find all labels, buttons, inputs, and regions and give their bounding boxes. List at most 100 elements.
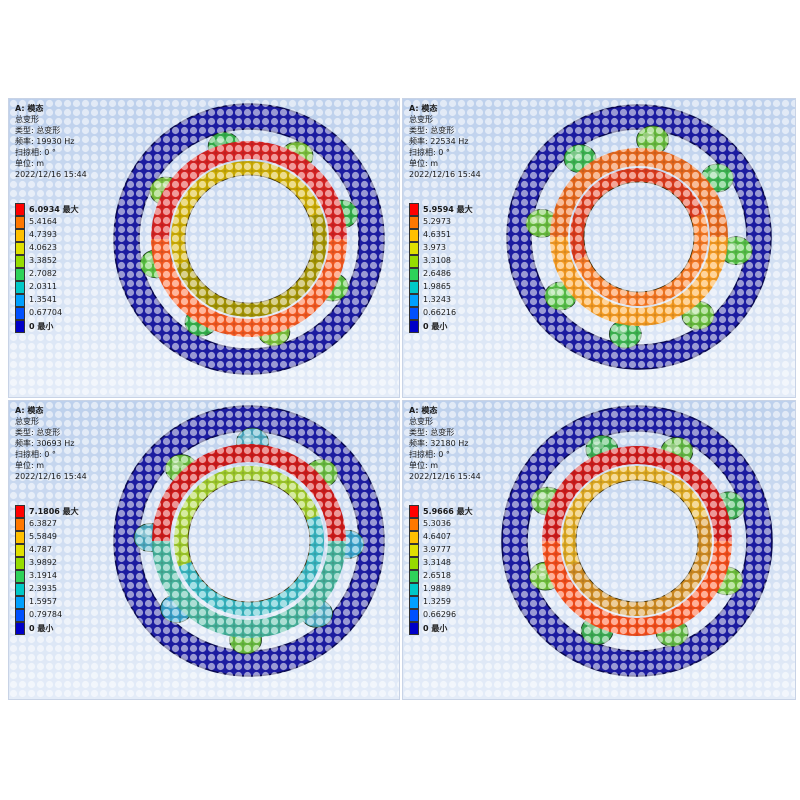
legend-value: 2.7082: [29, 269, 57, 278]
legend-swatch: [15, 268, 25, 281]
legend-value: 2.6486: [423, 269, 451, 278]
legend-swatch: [15, 544, 25, 557]
legend-swatch: [15, 596, 25, 609]
info-line: 总变形: [409, 115, 433, 124]
legend-swatch: [15, 622, 25, 635]
legend-swatch: [15, 216, 25, 229]
info-line: 扫掠相: 0 °: [409, 450, 450, 459]
info-line: 类型: 总变形: [15, 126, 61, 135]
result-info: A: 模态总变形类型: 总变形频率: 22534 Hz 扫掠相: 0 ° 单位: m…: [409, 103, 481, 180]
info-line: 频率: 30693 Hz: [15, 439, 75, 448]
legend-value: 1.3243: [423, 295, 451, 304]
legend-value: 5.4164: [29, 217, 57, 226]
legend-value: 1.9889: [423, 584, 451, 593]
info-line: 2022/12/16 15:44: [15, 170, 87, 179]
info-line: 扫掠相: 0 °: [15, 148, 56, 157]
legend-value: 5.9594 最大: [423, 205, 473, 214]
legend-value: 4.0623: [29, 243, 57, 252]
info-line: 扫掠相: 0 °: [409, 148, 450, 157]
legend-swatch: [15, 229, 25, 242]
info-line: 类型: 总变形: [409, 428, 455, 437]
legend-swatch: [15, 320, 25, 333]
legend-value: 3.3108: [423, 256, 451, 265]
legend-swatch: [409, 281, 419, 294]
legend-swatch: [409, 307, 419, 320]
bearing-plot: [9, 99, 399, 397]
legend-value: 5.2973: [423, 217, 451, 226]
info-line: A: 模态: [409, 406, 438, 415]
legend-swatch: [409, 229, 419, 242]
legend-swatch: [409, 609, 419, 622]
legend-swatch: [15, 570, 25, 583]
legend-swatch: [409, 320, 419, 333]
mode-panel-4: A: 模态总变形类型: 总变形频率: 32180 Hz 扫掠相: 0 ° 单位: m…: [402, 400, 796, 700]
legend-value: 0 最小: [29, 322, 54, 331]
info-line: 总变形: [409, 417, 433, 426]
legend-swatch: [15, 609, 25, 622]
info-line: 频率: 22534 Hz: [409, 137, 469, 146]
legend-value: 2.6518: [423, 571, 451, 580]
legend-value: 0.66216: [423, 308, 457, 317]
legend-swatch: [15, 583, 25, 596]
info-line: 频率: 32180 Hz: [409, 439, 469, 448]
legend-swatch: [409, 203, 419, 216]
legend-value: 4.7393: [29, 230, 57, 239]
legend-swatch: [15, 255, 25, 268]
info-line: 2022/12/16 15:44: [15, 472, 87, 481]
legend-value: 2.3935: [29, 584, 57, 593]
legend-swatch: [15, 518, 25, 531]
legend-value: 1.9865: [423, 282, 451, 291]
info-line: A: 模态: [15, 104, 44, 113]
legend-value: 1.3541: [29, 295, 57, 304]
legend-value: 3.9892: [29, 558, 57, 567]
legend-value: 4.787: [29, 545, 52, 554]
legend-swatch: [409, 216, 419, 229]
info-line: 单位: m: [409, 461, 439, 470]
info-line: 总变形: [15, 115, 39, 124]
legend-value: 0.67704: [29, 308, 63, 317]
info-line: A: 模态: [409, 104, 438, 113]
legend-swatch: [15, 531, 25, 544]
legend-swatch: [15, 557, 25, 570]
info-line: 类型: 总变形: [15, 428, 61, 437]
legend-value: 3.9777: [423, 545, 451, 554]
info-line: 扫掠相: 0 °: [15, 450, 56, 459]
info-line: 2022/12/16 15:44: [409, 170, 481, 179]
legend-value: 1.3259: [423, 597, 451, 606]
info-line: 类型: 总变形: [409, 126, 455, 135]
legend-swatch: [409, 242, 419, 255]
legend-value: 0.66296: [423, 610, 457, 619]
legend-swatch: [409, 557, 419, 570]
legend-value: 3.973: [423, 243, 446, 252]
info-line: 单位: m: [409, 159, 439, 168]
legend-swatch: [409, 294, 419, 307]
info-line: 频率: 19930 Hz: [15, 137, 75, 146]
legend-value: 1.5957: [29, 597, 57, 606]
legend-value: 0.79784: [29, 610, 63, 619]
mode-panel-1: A: 模态 总变形 类型: 总变形 频率: 19930 Hz 扫掠相: 0 ° 单位: m…: [8, 98, 400, 398]
legend-swatch: [15, 307, 25, 320]
legend-value: 5.9666 最大: [423, 507, 473, 516]
legend-value: 0 最小: [423, 322, 448, 331]
info-line: 单位: m: [15, 461, 45, 470]
legend-swatch: [409, 596, 419, 609]
legend-value: 6.3827: [29, 519, 57, 528]
result-info: A: 模态 总变形 类型: 总变形 频率: 19930 Hz 扫掠相: 0 ° 单位: m…: [15, 103, 87, 180]
legend-value: 5.5849: [29, 532, 57, 541]
bearing-plot: [403, 99, 795, 397]
legend-swatch: [409, 518, 419, 531]
legend-swatch: [409, 570, 419, 583]
legend-swatch: [409, 268, 419, 281]
legend-swatch: [409, 255, 419, 268]
legend-value: 0 最小: [29, 624, 54, 633]
bearing-plot: [403, 401, 795, 699]
legend-swatch: [409, 583, 419, 596]
legend-swatch: [15, 242, 25, 255]
legend-value: 4.6351: [423, 230, 451, 239]
legend-swatch: [15, 203, 25, 216]
legend-swatch: [15, 505, 25, 518]
legend-value: 0 最小: [423, 624, 448, 633]
legend-value: 5.3036: [423, 519, 451, 528]
legend-value: 6.0934 最大: [29, 205, 79, 214]
legend-value: 3.1914: [29, 571, 57, 580]
